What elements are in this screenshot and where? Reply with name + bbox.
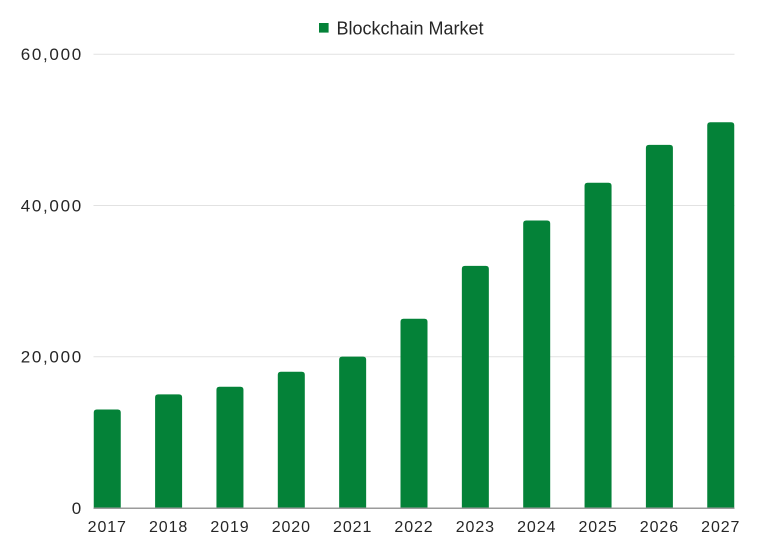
svg-text:2021: 2021 [333, 519, 372, 536]
svg-text:Blockchain Market: Blockchain Market [337, 19, 484, 39]
svg-text:2023: 2023 [456, 519, 495, 536]
svg-text:2025: 2025 [578, 519, 617, 536]
svg-text:2017: 2017 [88, 519, 127, 536]
svg-text:2018: 2018 [149, 519, 188, 536]
svg-text:2026: 2026 [640, 519, 679, 536]
svg-text:20,000: 20,000 [21, 348, 83, 367]
svg-text:40,000: 40,000 [21, 196, 83, 215]
svg-text:2024: 2024 [517, 519, 556, 536]
svg-text:2027: 2027 [701, 519, 740, 536]
svg-text:2022: 2022 [394, 519, 433, 536]
svg-text:0: 0 [72, 499, 83, 518]
svg-text:60,000: 60,000 [21, 45, 83, 64]
svg-text:2019: 2019 [210, 519, 249, 536]
svg-text:2020: 2020 [272, 519, 311, 536]
